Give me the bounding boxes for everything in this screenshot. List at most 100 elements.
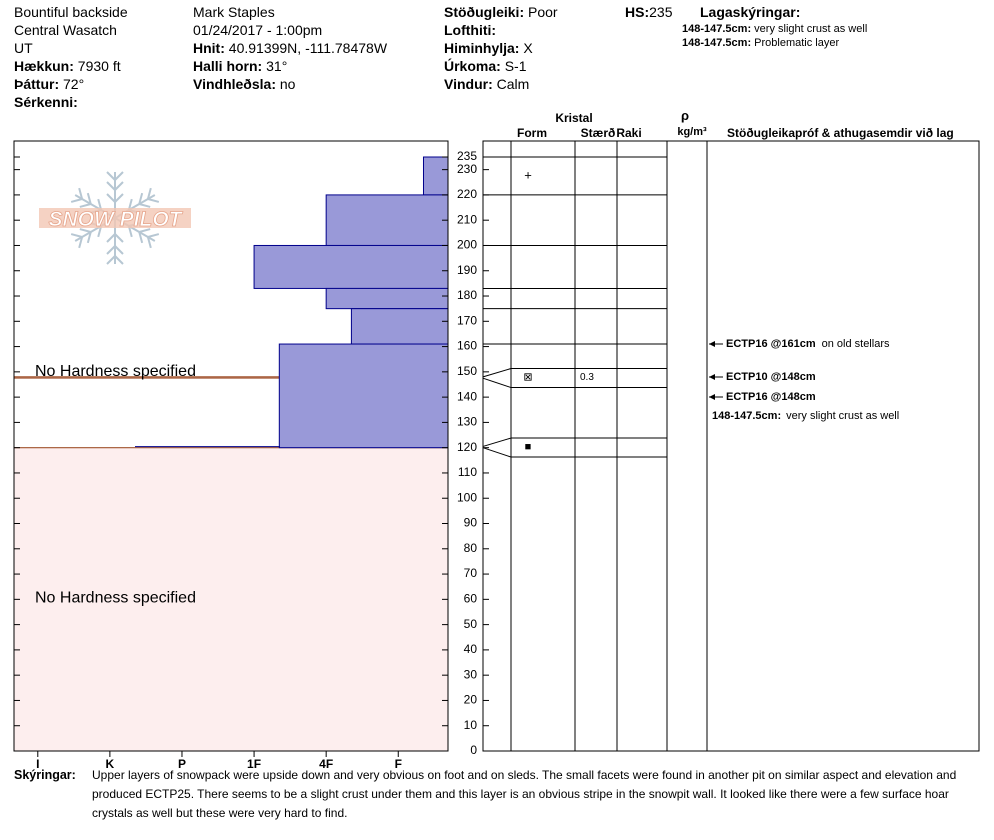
header-label: Himinhylja: (444, 40, 520, 56)
header-line: Stöðugleiki: Poor (444, 3, 558, 21)
depth-tick-label: 120 (457, 440, 477, 454)
depth-tick-label: 70 (464, 566, 478, 580)
plot-frame (13, 140, 449, 752)
header-line: Halli horn: 31° (193, 57, 287, 75)
header-line: Hnit: 40.91399N, -111.78478W (193, 39, 387, 57)
layer-note-text: very slight crust as well (754, 23, 868, 35)
logo-stroke (138, 231, 144, 244)
column-header: Form (517, 126, 547, 140)
layer-note-text: Problematic layer (754, 37, 840, 49)
grain-form: ■ (525, 441, 532, 453)
logo-stroke (114, 233, 124, 243)
depth-tick-label: 235 (457, 149, 477, 163)
test-result: ECTP16 @161cm on old stellars (726, 338, 890, 350)
header-label: HS: (625, 4, 650, 20)
layer-connector (482, 437, 512, 447)
logo-stroke (138, 203, 151, 208)
header-label: Halli horn: (193, 58, 263, 74)
hardness-tick-label: K (106, 757, 115, 771)
header-value: Mark Staples (193, 4, 275, 20)
header-value: Central Wasatch (14, 22, 117, 38)
grain-form: + (524, 167, 532, 182)
hardness-bar (278, 343, 449, 449)
footer-text: Upper layers of snowpack were upside dow… (92, 768, 957, 820)
header-value: 235 (649, 4, 673, 20)
grain-form: ⊠ (523, 371, 532, 383)
logo-stroke (114, 171, 124, 181)
header-line: Hækkun: 7930 ft (14, 57, 121, 75)
test-result: ECTP10 @148cm (726, 371, 816, 383)
no-hardness-area (14, 376, 448, 379)
header-value: Calm (496, 76, 530, 92)
logo-arm (106, 218, 124, 265)
depth-tick-label: 130 (457, 415, 477, 429)
header-label: Úrkoma: (444, 58, 501, 74)
header-label: Þáttur: (14, 76, 60, 92)
depth-tick-label: 100 (457, 490, 477, 504)
header-label: Lofthiti: (444, 22, 497, 38)
layer-note-label: 148-147.5cm: (682, 37, 752, 49)
logo-stroke (106, 181, 116, 191)
logo-stroke (79, 228, 92, 233)
header-value: 01/24/2017 - 1:00pm (193, 22, 323, 38)
header-line: Himinhylja: X (444, 39, 533, 57)
grain-size: 0.3 (580, 372, 594, 383)
test-arrowhead (709, 394, 715, 400)
logo-stroke (138, 228, 151, 233)
depth-tick-label: 170 (457, 313, 477, 327)
logo-stroke (106, 193, 116, 203)
header-value: X (523, 40, 533, 56)
header-line: 01/24/2017 - 1:00pm (193, 21, 322, 39)
test-arrowhead (709, 374, 715, 380)
depth-tick-label: 0 (470, 743, 477, 757)
header-label: Vindur: (444, 76, 493, 92)
depth-tick-label: 150 (457, 364, 477, 378)
logo-stroke (146, 236, 152, 249)
footer-label: Skýringar: (14, 768, 76, 782)
depth-tick-label: 180 (457, 288, 477, 302)
header-value: UT (14, 40, 33, 56)
test-name: ECTP10 @148cm (726, 371, 816, 383)
depth-tick-label: 220 (457, 187, 477, 201)
depth-tick-label: 160 (457, 339, 477, 353)
logo-stroke (106, 171, 116, 181)
logo-stroke (114, 245, 124, 255)
header-label: Sérkenni: (14, 94, 78, 110)
header-line: Vindhleðsla: no (193, 75, 295, 93)
header-line: HS:235 (625, 3, 672, 21)
header-value: 72° (63, 76, 85, 92)
layer-connector (482, 377, 512, 389)
hardness-tick-label: F (395, 757, 402, 771)
hardness-tick-label: I (36, 757, 39, 771)
header-line: Lofthiti: (444, 21, 496, 39)
depth-tick-label: 30 (464, 667, 478, 681)
depth-tick-label: 210 (457, 212, 477, 226)
footer: Skýringar: Upper layers of snowpack were… (14, 766, 984, 823)
test-name: ECTP16 @161cm (726, 338, 816, 350)
logo-stroke (114, 193, 124, 203)
header-label: Vindhleðsla: (193, 76, 276, 92)
header-line: Vindur: Calm (444, 75, 529, 93)
logo-stroke (70, 198, 83, 203)
header-line: Bountiful backside (14, 3, 128, 21)
header-label: Hækkun: (14, 58, 74, 74)
test-name: ECTP16 @148cm (726, 391, 816, 403)
hardness-bar (253, 244, 449, 289)
logo-text: SNOW PILOT (49, 208, 184, 231)
header-value: Poor (528, 4, 558, 20)
logo-stroke (114, 255, 124, 265)
logo-stroke (147, 233, 160, 238)
header-value: 31° (266, 58, 288, 74)
depth-tick-label: 80 (464, 541, 478, 555)
logo-stroke (114, 181, 124, 191)
column-header: Raki (616, 126, 641, 140)
layer-note: 148-147.5cm: very slight crust as well (682, 23, 867, 35)
depth-tick-label: 40 (464, 642, 478, 656)
depth-tick-label: 20 (464, 693, 478, 707)
layer-comment-text: very slight crust as well (786, 410, 899, 422)
layer-note: 148-147.5cm: Problematic layer (682, 37, 839, 49)
header-label: Stöðugleiki: (444, 4, 525, 20)
logo-stroke (147, 198, 160, 203)
hardness-tick-label: 4F (319, 757, 333, 771)
